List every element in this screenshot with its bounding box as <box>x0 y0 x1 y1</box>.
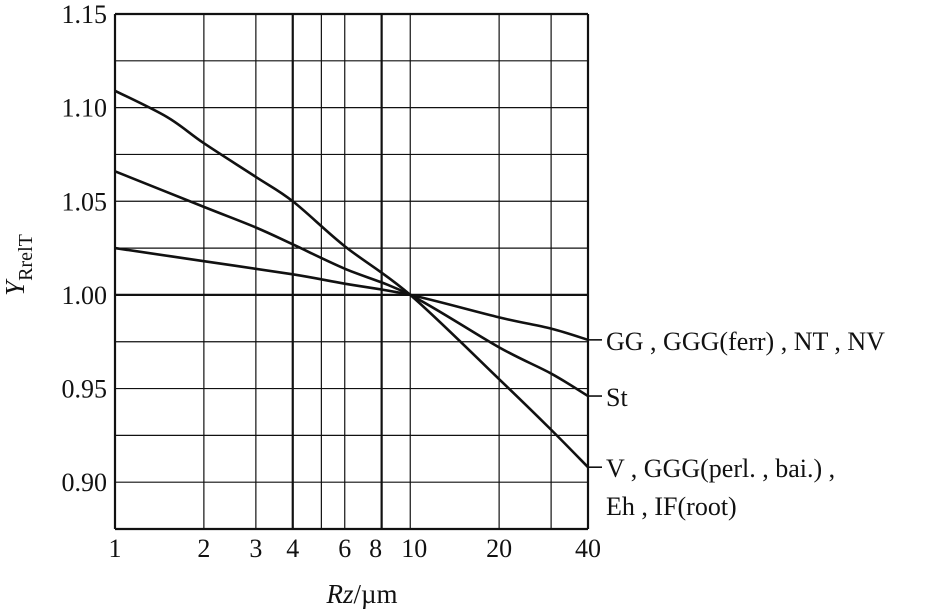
x-tick-label: 4 <box>286 534 299 563</box>
x-tick-label: 2 <box>197 534 210 563</box>
y-tick-label: 0.95 <box>62 375 108 404</box>
series-labels: GG , GGG(ferr) , NT , NV St V , GGG(perl. … <box>588 327 885 521</box>
y-tick-label: 0.90 <box>62 468 108 497</box>
y-tick-label: 1.10 <box>62 94 108 123</box>
y-axis-label: YRrelT <box>0 234 37 296</box>
series-label-3: V , GGG(perl. , bai.) , <box>606 454 835 483</box>
series-line-3 <box>114 89 589 469</box>
x-axis-label: Rz/µm <box>325 579 397 609</box>
series-label-3: Eh , IF(root) <box>606 492 737 521</box>
x-tick-label: 8 <box>369 534 382 563</box>
x-tick-label: 6 <box>338 534 351 563</box>
series-line-2 <box>114 170 589 398</box>
series-label-2: St <box>606 383 628 412</box>
series-label-1: GG , GGG(ferr) , NT , NV <box>606 327 885 356</box>
x-tick-label: 1 <box>109 534 122 563</box>
x-tick-label: 10 <box>401 534 427 563</box>
x-tick-label: 40 <box>575 534 601 563</box>
y-tick-label: 1.05 <box>62 187 108 216</box>
series-lines <box>114 89 589 469</box>
x-tick-label: 3 <box>249 534 262 563</box>
grid-lines <box>113 12 590 531</box>
series-line-1 <box>114 246 589 342</box>
y-tick-label: 1.00 <box>62 281 108 310</box>
tick-labels: 0.90 0.95 1.00 1.05 1.10 1.15 1 2 3 4 6 8 10 20 40 <box>62 0 602 563</box>
y-tick-label: 1.15 <box>62 0 108 29</box>
x-tick-label: 20 <box>486 534 512 563</box>
